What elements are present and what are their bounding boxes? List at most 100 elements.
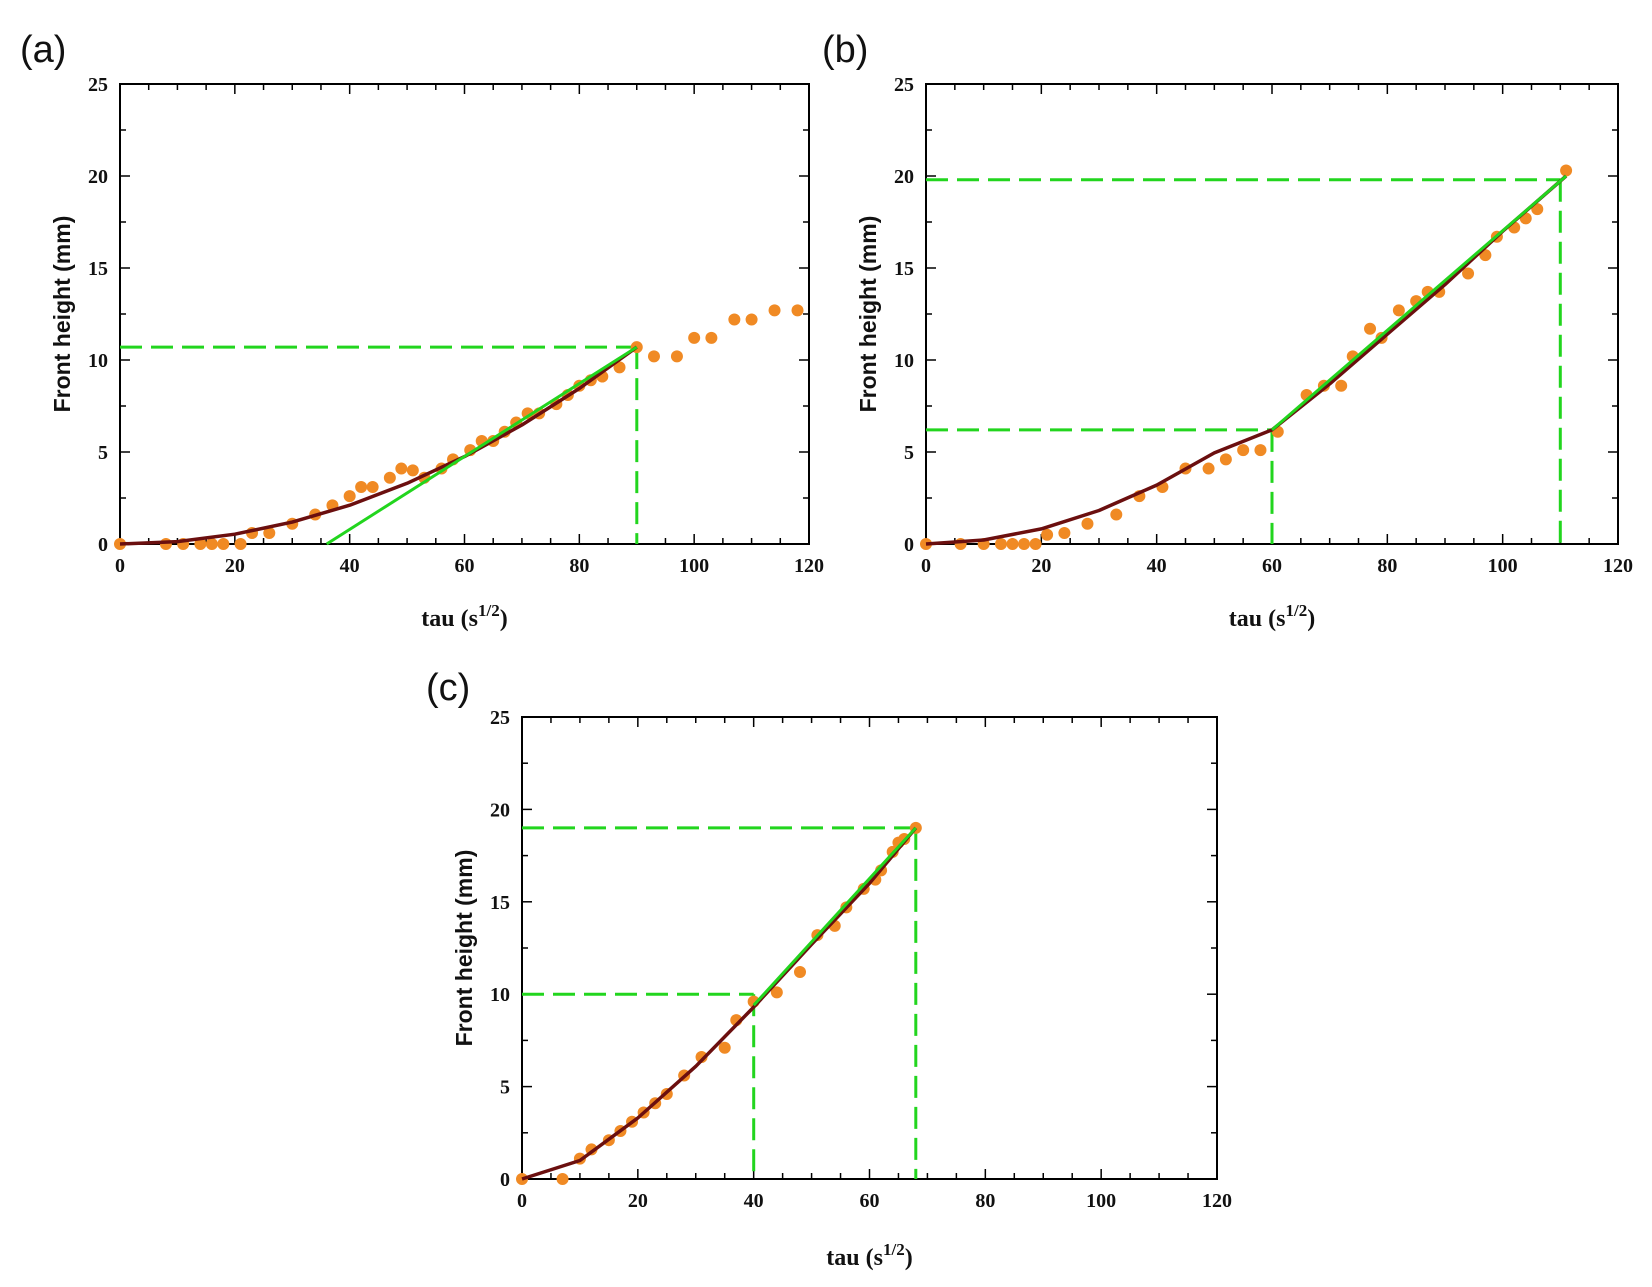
x-tick-label: 0 <box>115 555 125 577</box>
x-tick-label: 60 <box>1262 555 1282 577</box>
data-point <box>343 490 356 503</box>
x-tick-label: 40 <box>744 1190 764 1212</box>
panel-label: (c) <box>426 667 470 709</box>
x-tick-label: 0 <box>921 555 931 577</box>
x-axis-title-main: tau (s <box>826 1245 883 1271</box>
data-point <box>383 471 396 484</box>
y-axis-title: Front height (mm) <box>855 216 881 413</box>
x-axis-title-main: tau (s <box>421 606 478 632</box>
x-tick-label: 60 <box>860 1190 880 1212</box>
data-point <box>234 538 247 550</box>
data-point <box>395 462 408 475</box>
y-tick-label: 0 <box>904 534 914 556</box>
x-axis-title-end: ) <box>500 606 508 632</box>
fitted-curve <box>119 345 638 546</box>
y-tick-label: 10 <box>490 984 510 1006</box>
data-point <box>217 538 230 550</box>
data-point <box>1219 453 1232 466</box>
chart-panel-0: (a) 0 20 40 60 80 100 120 0 5 10 15 20 25 tau (s1/2) Fr… <box>20 29 824 632</box>
x-tick-label: 60 <box>455 555 475 577</box>
data-point <box>791 304 804 317</box>
y-axis-title: Front height (mm) <box>49 216 75 413</box>
x-tick-label: 80 <box>975 1190 995 1212</box>
linear-fit-line <box>1271 174 1568 432</box>
linear-fit-line <box>325 345 638 546</box>
data-point <box>728 313 741 326</box>
x-tick-label: 120 <box>794 555 824 577</box>
chart-panel-1: (b) 0 20 40 60 80 100 120 0 5 10 15 20 25 tau (s1/2) Fr… <box>822 29 1633 632</box>
data-point <box>1029 538 1042 550</box>
x-axis-title-end: ) <box>905 1245 913 1271</box>
x-tick-label: 80 <box>1377 555 1397 577</box>
data-point <box>718 1041 731 1054</box>
y-tick-label: 0 <box>98 534 108 556</box>
data-point <box>688 331 701 344</box>
data-point <box>263 526 276 539</box>
data-point <box>1006 538 1019 550</box>
x-tick-label: 100 <box>1488 555 1518 577</box>
x-axis-title-superscript: 1/2 <box>883 1240 905 1259</box>
fitted-curve <box>521 826 918 1181</box>
data-point <box>1237 444 1250 457</box>
y-tick-label: 5 <box>904 442 914 464</box>
y-tick-label: 20 <box>88 166 108 188</box>
y-tick-label: 25 <box>88 74 108 96</box>
data-point <box>521 407 534 420</box>
x-tick-label: 0 <box>517 1190 527 1212</box>
x-tick-label: 20 <box>225 555 245 577</box>
data-point <box>695 1051 708 1064</box>
y-tick-label: 20 <box>490 799 510 821</box>
y-tick-label: 25 <box>490 707 510 729</box>
y-axis-title: Front height (mm) <box>451 850 477 1047</box>
x-axis-title: tau (s1/2) <box>826 1240 912 1271</box>
data-point <box>1560 164 1573 177</box>
y-tick-label: 5 <box>500 1077 510 1099</box>
data-point <box>768 304 781 317</box>
data-point <box>745 313 758 326</box>
data-point <box>1364 322 1377 335</box>
data-point <box>205 538 218 550</box>
data-point <box>1392 304 1405 317</box>
data-point <box>770 986 783 999</box>
data-point <box>366 480 379 493</box>
panel-label: (b) <box>822 29 868 71</box>
x-tick-label: 120 <box>1202 1190 1232 1212</box>
chart-panel-2: (c) 0 20 40 60 80 100 120 0 5 10 15 20 25 tau (s1/2) Fr… <box>426 667 1232 1271</box>
data-point <box>355 480 368 493</box>
x-tick-label: 80 <box>569 555 589 577</box>
panel-label: (a) <box>20 29 66 71</box>
data-point <box>1041 528 1054 541</box>
data-point <box>1202 462 1215 475</box>
x-tick-label: 20 <box>1031 555 1051 577</box>
x-axis-title-superscript: 1/2 <box>478 601 500 620</box>
x-tick-label: 20 <box>628 1190 648 1212</box>
y-tick-label: 10 <box>88 350 108 372</box>
x-axis-title-superscript: 1/2 <box>1285 601 1307 620</box>
data-point <box>994 538 1007 550</box>
data-point <box>1081 517 1094 530</box>
data-point <box>613 361 626 374</box>
y-tick-label: 0 <box>500 1169 510 1191</box>
x-axis-title-main: tau (s <box>1229 606 1286 632</box>
data-point <box>1058 526 1071 539</box>
x-axis-title-end: ) <box>1307 606 1315 632</box>
data-point <box>194 538 207 550</box>
x-tick-label: 40 <box>340 555 360 577</box>
data-point <box>794 966 806 979</box>
x-axis-title: tau (s1/2) <box>1229 601 1315 632</box>
y-tick-label: 15 <box>490 892 510 914</box>
data-point <box>1110 508 1123 521</box>
x-tick-label: 100 <box>679 555 709 577</box>
data-point <box>1462 267 1475 280</box>
y-tick-label: 20 <box>894 166 914 188</box>
data-point <box>670 350 683 363</box>
y-tick-label: 15 <box>894 258 914 280</box>
y-tick-label: 15 <box>88 258 108 280</box>
x-tick-label: 40 <box>1147 555 1167 577</box>
data-point <box>705 331 718 344</box>
x-tick-label: 120 <box>1603 555 1633 577</box>
y-tick-label: 5 <box>98 442 108 464</box>
data-point <box>1531 203 1544 216</box>
x-tick-label: 100 <box>1086 1190 1116 1212</box>
